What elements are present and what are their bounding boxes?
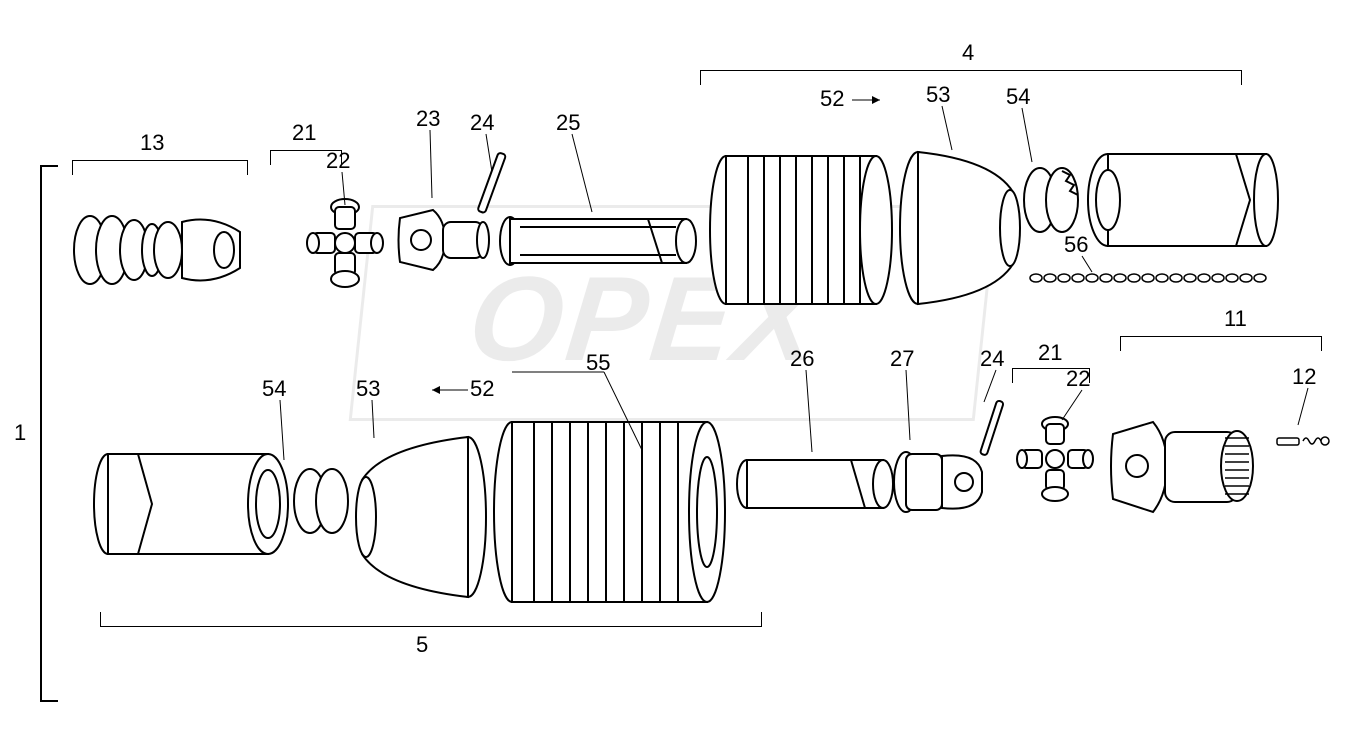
label-54a: 54 [1006,84,1030,110]
label-26: 26 [790,346,814,372]
label-52a: 52 [820,86,844,112]
label-53b: 53 [356,376,380,402]
label-22a: 22 [326,148,350,174]
label-11: 11 [1224,306,1247,332]
label-53a: 53 [926,82,950,108]
label-24b: 24 [980,346,1004,372]
label-56: 56 [1064,232,1088,258]
leaders [0,0,1353,741]
label-13: 13 [140,130,164,156]
label-21a: 21 [292,120,316,146]
label-52b: 52 [470,376,494,402]
label-21b: 21 [1038,340,1062,366]
label-24a: 24 [470,110,494,136]
label-27: 27 [890,346,914,372]
label-22b: 22 [1066,366,1090,392]
label-4: 4 [962,40,974,66]
label-12: 12 [1292,364,1316,390]
label-54b: 54 [262,376,286,402]
label-5: 5 [416,632,428,658]
label-55: 55 [586,350,610,376]
label-25: 25 [556,110,580,136]
label-23: 23 [416,106,440,132]
